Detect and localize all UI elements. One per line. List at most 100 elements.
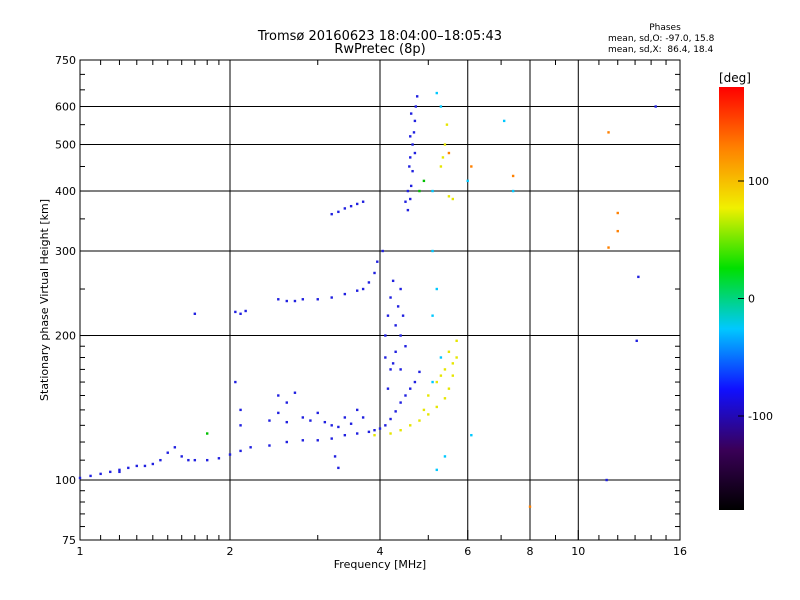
- data-point: [381, 249, 384, 253]
- y-tick-label: 75: [62, 534, 76, 547]
- data-point: [409, 156, 412, 159]
- data-point: [409, 197, 412, 201]
- data-point: [616, 211, 619, 215]
- data-point: [293, 299, 297, 303]
- y-tick-label: 500: [55, 139, 76, 152]
- data-point: [337, 425, 340, 429]
- colorbar-label: [deg]: [719, 71, 751, 85]
- data-point: [187, 458, 190, 462]
- data-point: [143, 464, 147, 468]
- data-point: [343, 416, 347, 419]
- data-point: [109, 470, 112, 474]
- data-point: [367, 281, 371, 284]
- data-point: [435, 380, 438, 384]
- data-point: [361, 200, 365, 203]
- data-point: [244, 309, 247, 313]
- x-tick-label: 8: [527, 545, 534, 558]
- data-point: [228, 453, 232, 456]
- data-point: [470, 433, 473, 437]
- data-point: [249, 446, 252, 449]
- data-points: [78, 91, 657, 508]
- y-axis-ticks: 75 100 200 300 400 500 600 750: [55, 54, 90, 547]
- data-point: [409, 424, 412, 427]
- data-point: [439, 374, 443, 377]
- data-point: [431, 380, 434, 384]
- y-tick-label: 400: [55, 185, 76, 198]
- data-point: [451, 197, 455, 201]
- data-point: [431, 189, 434, 193]
- data-point: [528, 505, 532, 508]
- data-point: [389, 432, 392, 435]
- data-point: [293, 391, 297, 394]
- plot-area: 1 2 4 6 8 10 16 75 100 200 300 400 500 600 750: [55, 54, 687, 558]
- data-point: [466, 179, 469, 183]
- data-point: [511, 189, 515, 193]
- data-point: [355, 289, 359, 292]
- data-point: [384, 334, 387, 337]
- data-point: [394, 410, 397, 413]
- data-point: [355, 202, 359, 206]
- data-point: [404, 200, 407, 203]
- data-point: [427, 413, 430, 416]
- data-point: [180, 455, 183, 458]
- data-point: [367, 430, 371, 434]
- data-point: [607, 246, 610, 249]
- data-point: [285, 420, 288, 424]
- phase-stats-o: mean, sd,O: -97.0, 15.8: [608, 34, 715, 44]
- data-point: [616, 229, 619, 233]
- data-point: [376, 260, 379, 263]
- data-point: [193, 312, 197, 315]
- data-point: [635, 339, 638, 343]
- data-point: [384, 356, 387, 359]
- x-axis-ticks: 1 2 4 6 8 10 16: [77, 530, 687, 558]
- data-point: [127, 466, 130, 470]
- data-point: [268, 419, 271, 422]
- data-point: [386, 387, 390, 390]
- data-point: [343, 433, 347, 437]
- data-point: [277, 298, 280, 301]
- data-point: [173, 446, 177, 449]
- data-point: [330, 212, 333, 216]
- data-point: [409, 112, 413, 115]
- x-tick-label: 16: [673, 545, 687, 558]
- data-point: [418, 419, 421, 422]
- data-point: [234, 380, 237, 384]
- data-point: [343, 292, 347, 296]
- data-point: [447, 387, 451, 390]
- data-point: [431, 249, 434, 253]
- data-point: [439, 105, 443, 108]
- x-axis-label: Frequency [MHz]: [334, 558, 426, 571]
- x-tick-label: 6: [464, 545, 471, 558]
- data-point: [413, 151, 417, 155]
- data-point: [78, 476, 82, 480]
- data-point: [361, 416, 365, 419]
- data-point: [412, 131, 416, 134]
- data-point: [406, 208, 410, 212]
- data-point: [355, 408, 359, 412]
- x-tick-label: 1: [77, 545, 84, 558]
- data-point: [239, 408, 242, 412]
- data-point: [399, 334, 402, 337]
- minor-ticks: [80, 60, 680, 540]
- data-point: [607, 131, 610, 134]
- data-point: [118, 470, 121, 474]
- y-tick-label: 200: [55, 330, 76, 343]
- data-point: [404, 394, 407, 397]
- data-point: [316, 411, 319, 415]
- data-point: [404, 345, 407, 348]
- data-point: [408, 165, 411, 168]
- data-point: [435, 405, 438, 409]
- chart-title: Tromsø 20160623 18:04:00–18:05:43: [257, 29, 502, 44]
- data-point: [399, 401, 402, 404]
- x-tick-label: 4: [377, 545, 384, 558]
- data-point: [511, 174, 515, 178]
- data-point: [373, 271, 376, 275]
- data-point: [389, 296, 392, 299]
- data-point: [411, 143, 414, 146]
- data-point: [205, 432, 209, 435]
- phase-stats-heading: Phases: [649, 23, 681, 33]
- y-tick-label: 300: [55, 245, 76, 258]
- data-point: [415, 95, 419, 98]
- data-point: [439, 165, 443, 168]
- data-point: [217, 457, 221, 460]
